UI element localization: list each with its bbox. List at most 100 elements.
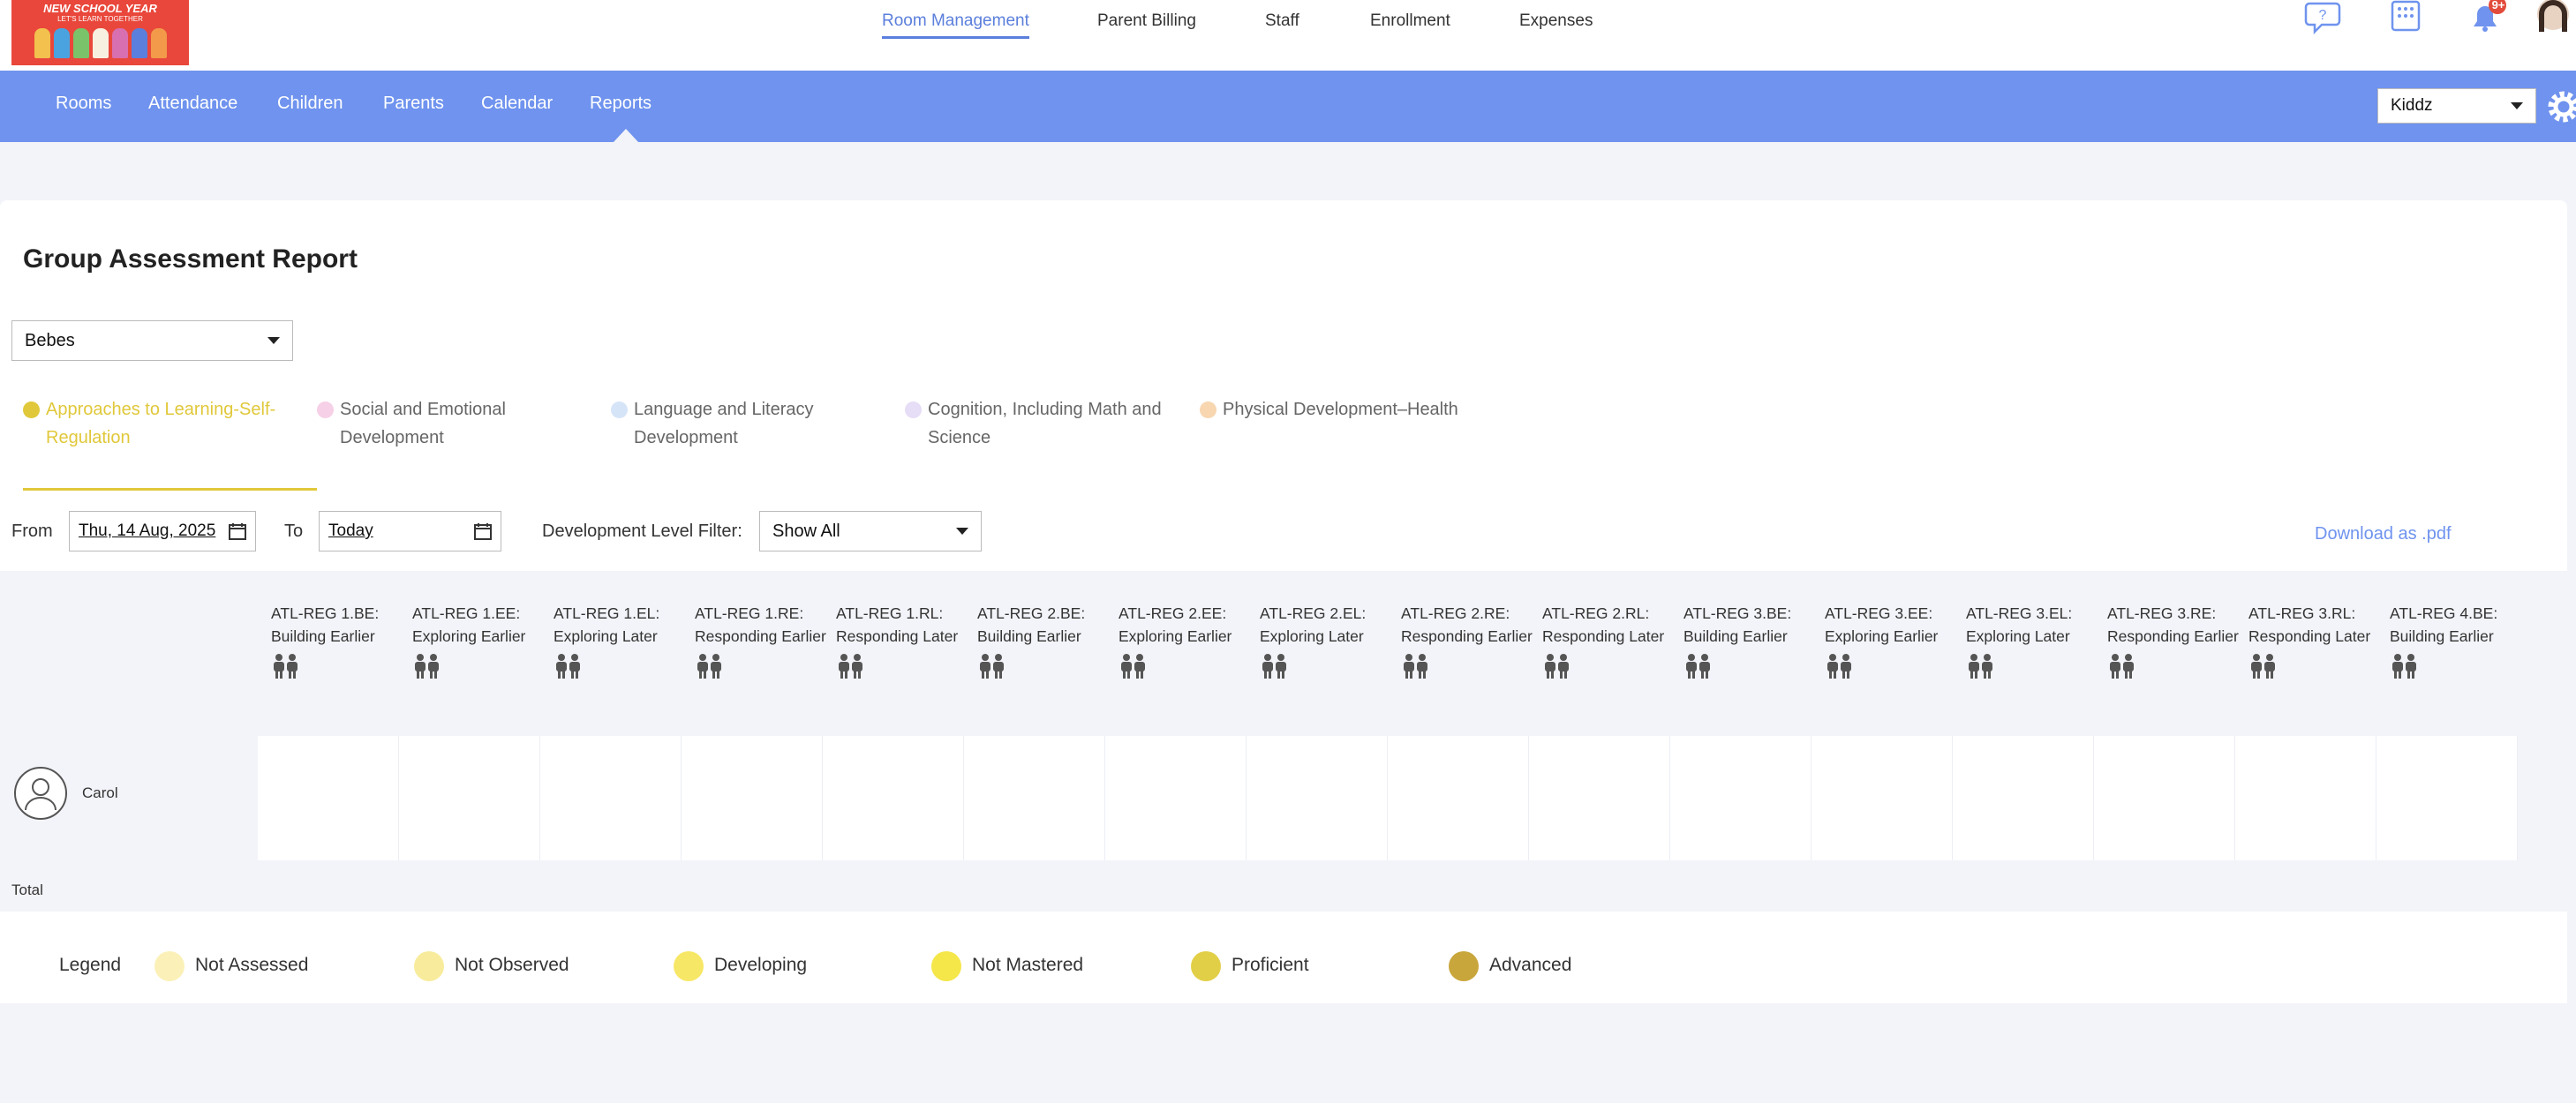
sub-nav-item[interactable]: Parents bbox=[383, 94, 444, 113]
column-header: ATL-REG 1.BE: Building Earlier bbox=[271, 602, 403, 686]
help-icon[interactable]: ? bbox=[2304, 0, 2346, 37]
group-icon bbox=[274, 654, 298, 679]
to-date-value: Today bbox=[328, 521, 373, 540]
domain-tab-label: Physical Development–Health bbox=[1223, 400, 1458, 419]
group-icon bbox=[556, 654, 580, 679]
sub-nav-item[interactable]: Calendar bbox=[481, 94, 554, 113]
logo-kids bbox=[11, 23, 189, 63]
from-label: From bbox=[11, 521, 53, 541]
column-label: ATL-REG 1.EL: Exploring Later bbox=[554, 604, 660, 645]
sub-nav-item[interactable]: Rooms bbox=[56, 94, 112, 113]
domain-tab-label: Social and Emotional Development bbox=[340, 400, 506, 447]
domain-tab[interactable]: Cognition, Including Math and Science bbox=[905, 395, 1170, 452]
to-date[interactable]: Today bbox=[319, 511, 501, 552]
column-label: ATL-REG 2.BE: Building Earlier bbox=[977, 604, 1086, 645]
kiosk-icon[interactable] bbox=[2389, 0, 2428, 39]
column-header: ATL-REG 1.RE: Responding Earlier bbox=[695, 602, 827, 686]
top-nav-item[interactable]: Expenses bbox=[1519, 11, 1593, 30]
column-label: ATL-REG 3.BE: Building Earlier bbox=[1683, 604, 1792, 645]
sub-nav-item[interactable]: Attendance bbox=[148, 94, 238, 113]
organization-select[interactable]: Kiddz bbox=[2377, 88, 2536, 124]
column-label: ATL-REG 1.RE: Responding Earlier bbox=[695, 604, 826, 645]
organization-value: Kiddz bbox=[2391, 96, 2433, 115]
domain-tab-label: Language and Literacy Development bbox=[634, 400, 814, 447]
sub-nav-item[interactable]: Children bbox=[277, 94, 343, 113]
domain-tab[interactable]: Physical Development–Health bbox=[1200, 395, 1465, 424]
group-icon bbox=[697, 654, 721, 679]
group-icon bbox=[1404, 654, 1427, 679]
assessment-cell[interactable] bbox=[540, 736, 682, 860]
active-tab-underline bbox=[23, 488, 317, 491]
page-title: Group Assessment Report bbox=[23, 244, 358, 274]
domain-tab[interactable]: Social and Emotional Development bbox=[317, 395, 582, 452]
logo-title: NEW SCHOOL YEAR bbox=[43, 2, 157, 15]
top-bar: NEW SCHOOL YEAR LET'S LEARN TOGETHER ? 9… bbox=[0, 0, 2576, 71]
group-icon bbox=[2392, 654, 2416, 679]
notifications-icon[interactable] bbox=[2468, 0, 2511, 34]
column-label: ATL-REG 2.EE: Exploring Earlier bbox=[1119, 604, 1232, 645]
top-nav-item[interactable]: Staff bbox=[1265, 11, 1299, 30]
legend-swatch bbox=[154, 951, 185, 981]
assessment-cell[interactable] bbox=[399, 736, 540, 860]
column-label: ATL-REG 3.EL: Exploring Later bbox=[1966, 604, 2073, 645]
group-icon bbox=[415, 654, 439, 679]
legend-swatch bbox=[674, 951, 704, 981]
assessment-cell[interactable] bbox=[823, 736, 964, 860]
legend-label: Advanced bbox=[1489, 955, 1572, 975]
assessment-cell[interactable] bbox=[258, 736, 399, 860]
column-label: ATL-REG 3.RE: Responding Earlier bbox=[2107, 604, 2239, 645]
assessment-cell[interactable] bbox=[682, 736, 823, 860]
top-nav-item[interactable]: Room Management bbox=[882, 11, 1029, 39]
top-nav-item[interactable]: Parent Billing bbox=[1097, 11, 1196, 30]
assessment-cell[interactable] bbox=[2235, 736, 2376, 860]
from-date[interactable]: Thu, 14 Aug, 2025 bbox=[69, 511, 256, 552]
assessment-cell[interactable] bbox=[1670, 736, 1811, 860]
top-nav-item[interactable]: Enrollment bbox=[1370, 11, 1450, 30]
column-header: ATL-REG 3.EL: Exploring Later bbox=[1966, 602, 2098, 686]
assessment-cell[interactable] bbox=[1529, 736, 1670, 860]
to-label: To bbox=[284, 521, 304, 541]
assessment-cell[interactable] bbox=[1247, 736, 1388, 860]
domain-tab[interactable]: Language and Literacy Development bbox=[611, 395, 876, 452]
assessment-cell[interactable] bbox=[1388, 736, 1529, 860]
sub-nav-item[interactable]: Reports bbox=[590, 94, 652, 113]
domain-dot bbox=[23, 401, 40, 418]
assessment-cell[interactable] bbox=[1953, 736, 2094, 860]
column-header: ATL-REG 2.EL: Exploring Later bbox=[1260, 602, 1392, 686]
domain-tab[interactable]: Approaches to Learning-Self-Regulation bbox=[23, 395, 288, 452]
column-header: ATL-REG 2.RE: Responding Earlier bbox=[1401, 602, 1533, 686]
active-indicator bbox=[614, 129, 638, 142]
logo[interactable]: NEW SCHOOL YEAR LET'S LEARN TOGETHER bbox=[11, 0, 189, 65]
assessment-cell[interactable] bbox=[2094, 736, 2235, 860]
calendar-icon bbox=[474, 523, 492, 540]
download-link[interactable]: Download as .pdf bbox=[2315, 524, 2452, 544]
report-card: Group Assessment Report Bebes bbox=[0, 200, 2567, 571]
from-date-value: Thu, 14 Aug, 2025 bbox=[79, 521, 216, 540]
column-header: ATL-REG 3.RE: Responding Earlier bbox=[2107, 602, 2240, 686]
level-filter-select[interactable]: Show All bbox=[759, 511, 982, 552]
level-filter-label: Development Level Filter: bbox=[542, 521, 742, 541]
legend-swatch bbox=[1191, 951, 1221, 981]
column-label: ATL-REG 4.BE: Building Earlier bbox=[2390, 604, 2498, 645]
domain-dot bbox=[611, 401, 628, 418]
total-label: Total bbox=[11, 882, 43, 898]
legend-label: Developing bbox=[714, 955, 808, 975]
notification-badge: 9+ bbox=[2491, 0, 2505, 11]
sub-nav: Kiddz Rooms Attendance Children Parents Cale… bbox=[0, 71, 2576, 142]
assessment-cell[interactable] bbox=[1105, 736, 1247, 860]
assessment-cell[interactable] bbox=[964, 736, 1105, 860]
column-label: ATL-REG 2.EL: Exploring Later bbox=[1260, 604, 1367, 645]
user-avatar[interactable] bbox=[2535, 0, 2571, 35]
domain-tab-label: Cognition, Including Math and Science bbox=[928, 400, 1162, 447]
column-header: ATL-REG 1.EL: Exploring Later bbox=[554, 602, 686, 686]
column-label: ATL-REG 1.BE: Building Earlier bbox=[271, 604, 380, 645]
assessment-cell[interactable] bbox=[1811, 736, 1953, 860]
group-select[interactable]: Bebes bbox=[11, 320, 293, 361]
assessment-cell[interactable] bbox=[2376, 736, 2518, 860]
legend-swatch bbox=[931, 951, 961, 981]
group-icon bbox=[980, 654, 1004, 679]
level-filter-value: Show All bbox=[772, 521, 840, 541]
settings-icon[interactable] bbox=[2546, 89, 2576, 124]
logo-subtitle: LET'S LEARN TOGETHER bbox=[57, 15, 143, 23]
